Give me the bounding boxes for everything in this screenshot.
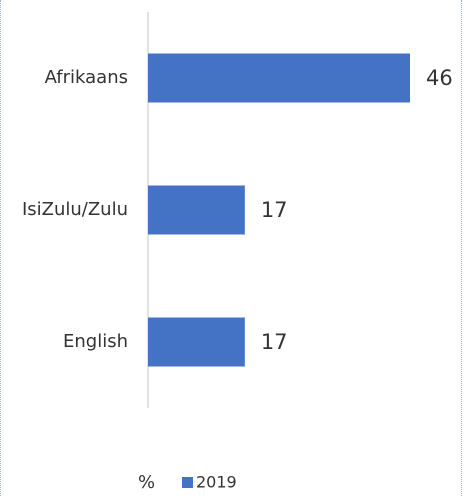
legend-swatch bbox=[182, 477, 193, 488]
bar bbox=[148, 185, 245, 235]
bar bbox=[148, 317, 245, 367]
axis-label: % bbox=[138, 472, 155, 493]
category-label: Afrikaans bbox=[44, 67, 128, 88]
value-label: 46 bbox=[426, 66, 453, 90]
legend-label: 2019 bbox=[196, 473, 237, 492]
bar bbox=[148, 53, 410, 103]
category-label: IsiZulu/Zulu bbox=[21, 199, 128, 220]
value-label: 17 bbox=[261, 198, 288, 222]
category-label: English bbox=[63, 331, 128, 352]
value-label: 17 bbox=[261, 330, 288, 354]
